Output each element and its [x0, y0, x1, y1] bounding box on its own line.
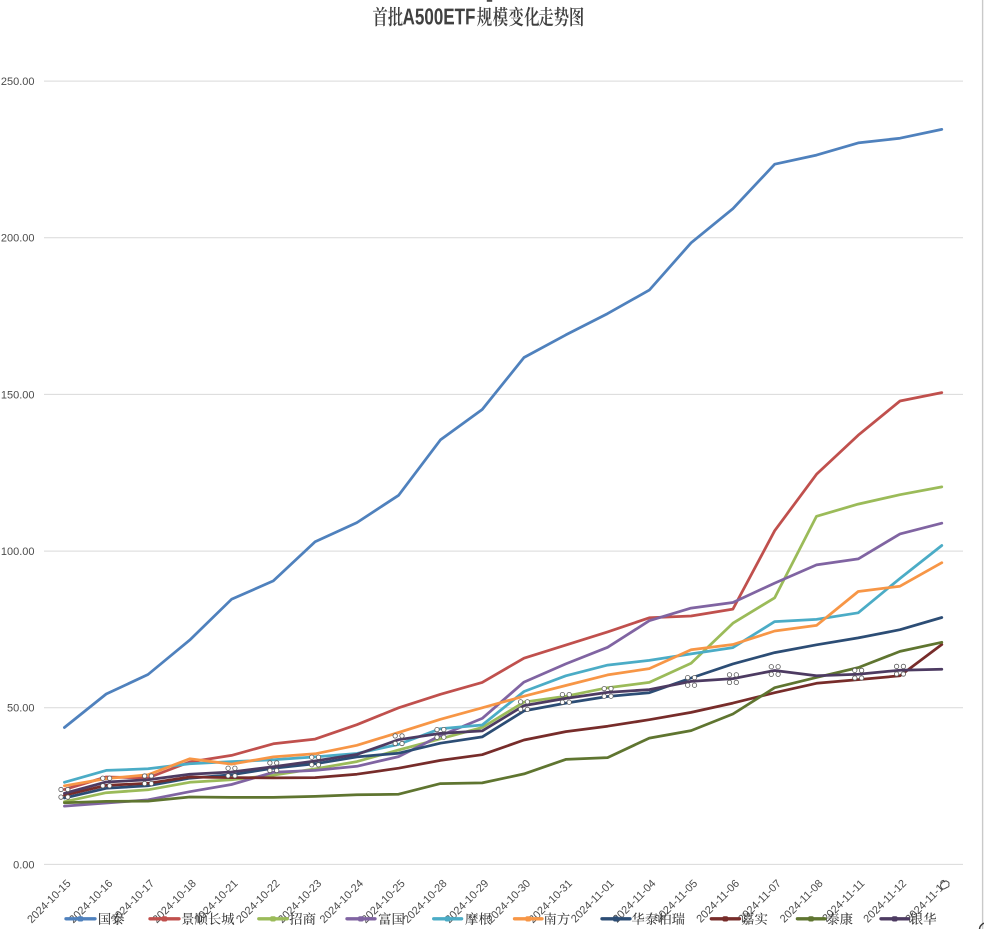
svg-text:250.00: 250.00 — [1, 76, 35, 88]
svg-text:0.00: 0.00 — [13, 859, 34, 871]
svg-text:100.00: 100.00 — [1, 546, 35, 558]
svg-text:150.00: 150.00 — [1, 389, 35, 401]
svg-text:50.00: 50.00 — [7, 703, 35, 715]
svg-text:200.00: 200.00 — [1, 233, 35, 245]
